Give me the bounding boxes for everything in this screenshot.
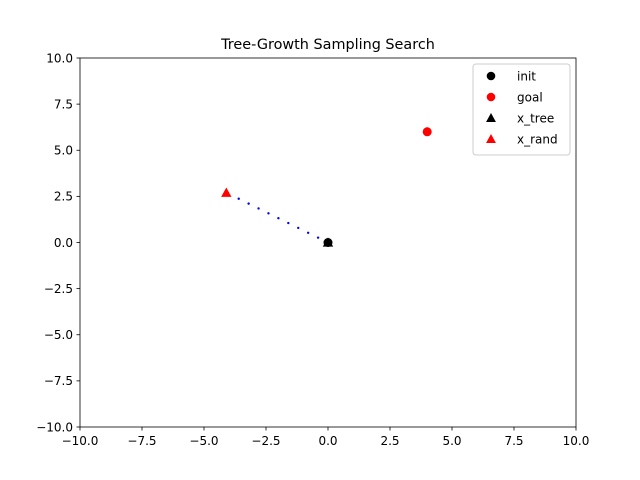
x-tick-label: −7.5 — [127, 434, 156, 448]
legend-marker-init — [486, 71, 496, 81]
y-tick-label: −10.0 — [36, 420, 73, 434]
legend-marker-x-tree — [486, 113, 496, 122]
x-tick-label: 0.0 — [318, 434, 337, 448]
point-x-rand — [221, 187, 232, 197]
extension-line-dot — [306, 231, 310, 234]
y-tick-label: 10.0 — [46, 51, 73, 65]
legend-label-x-rand: x_rand — [517, 133, 558, 147]
legend-label-x-tree: x_tree — [517, 112, 554, 126]
y-tick-label: 5.0 — [54, 144, 73, 158]
extension-line-dot — [287, 221, 290, 225]
extension-line-dot — [297, 226, 300, 230]
extension-line-dot — [316, 236, 320, 239]
extension-line-dot — [257, 207, 260, 210]
point-goal — [422, 127, 432, 137]
x-tick-label: 10.0 — [563, 434, 590, 448]
x-tick-label: −2.5 — [251, 434, 280, 448]
axes-frame — [79, 57, 577, 428]
legend-label-init: init — [517, 70, 536, 84]
y-tick-label: 7.5 — [54, 97, 73, 111]
x-tick-label: 2.5 — [380, 434, 399, 448]
extension-line-dot — [267, 212, 270, 215]
y-tick-label: −5.0 — [44, 328, 73, 342]
legend-marker-goal — [486, 92, 496, 102]
x-tick-label: −10.0 — [62, 434, 99, 448]
y-tick-label: 2.5 — [54, 190, 73, 204]
extension-line-dot — [237, 197, 240, 200]
legend-marker-x-rand — [486, 134, 496, 143]
legend-label-goal: goal — [517, 91, 543, 105]
extension-line-dot — [247, 202, 250, 205]
plot-area: −10.0 −7.5 −5.0 −2.5 0.0 2.5 5.0 7.5 10.0 −10.0 −7… — [36, 51, 589, 448]
y-tick-label: −7.5 — [44, 374, 73, 388]
legend: init goal x_tree x_rand — [472, 63, 571, 156]
y-tick-label: −2.5 — [44, 282, 73, 296]
x-tick-label: 7.5 — [504, 434, 523, 448]
point-x-tree — [322, 237, 334, 247]
chart-title: Tree-Growth Sampling Search — [220, 37, 435, 53]
legend-frame — [472, 63, 571, 156]
y-tick-label: 0.0 — [54, 236, 73, 250]
x-tick-label: 5.0 — [442, 434, 461, 448]
x-tick-label: −5.0 — [189, 434, 218, 448]
extension-line-dot — [277, 217, 280, 220]
